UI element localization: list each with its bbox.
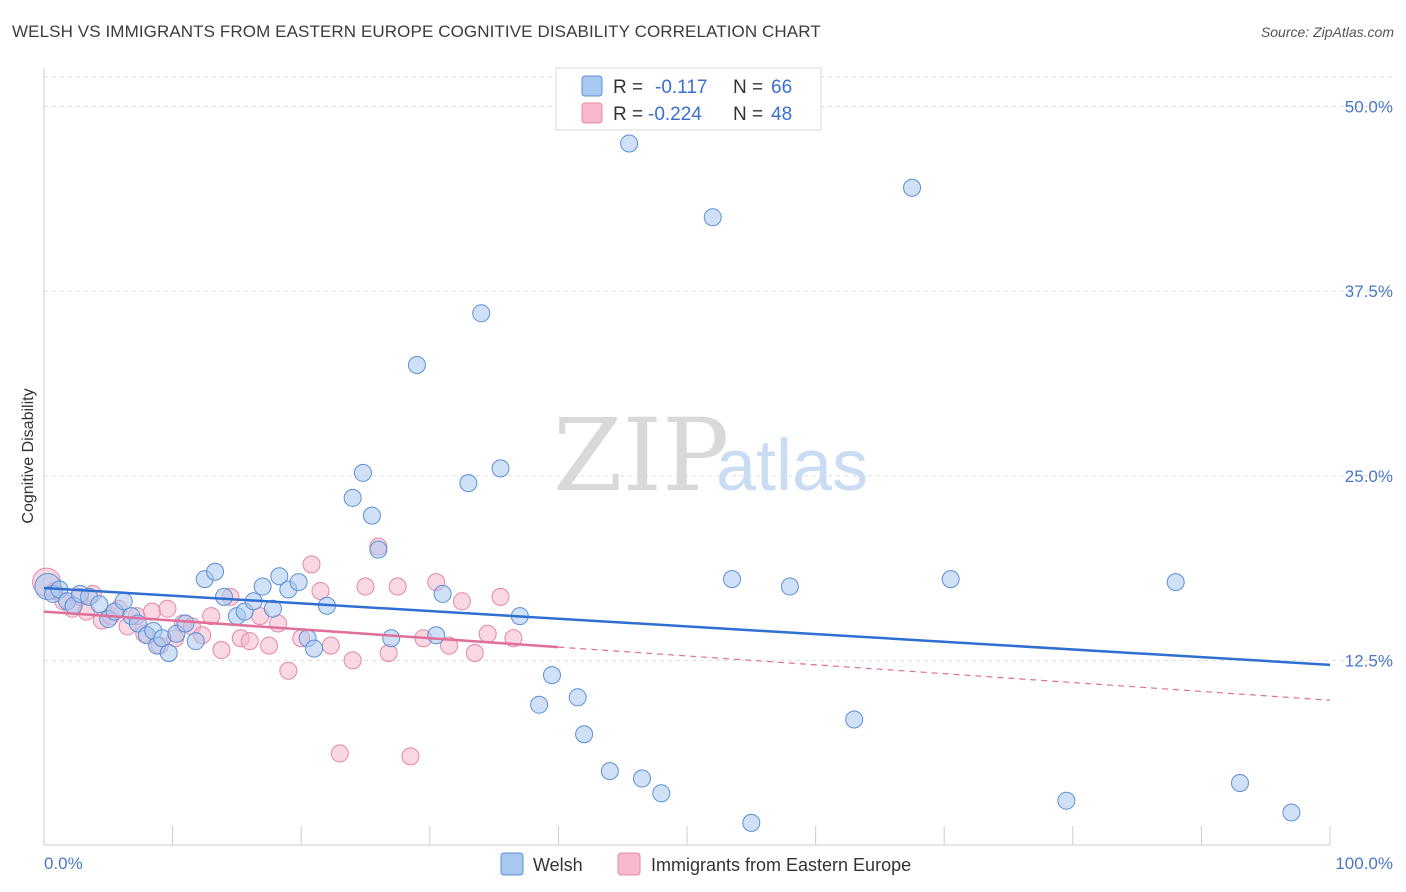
point-welsh bbox=[742, 813, 761, 832]
point-welsh bbox=[600, 762, 619, 781]
trend-line-welsh bbox=[43, 586, 1331, 667]
x-axis-ticks bbox=[172, 826, 1331, 845]
legend-n-label-immigrants: N = bbox=[733, 104, 763, 125]
point-immigrants bbox=[202, 607, 221, 626]
legend-r-value-welsh: -0.117 bbox=[655, 77, 707, 98]
point-immigrants bbox=[401, 747, 420, 766]
legend-r-value-immigrants: -0.224 bbox=[648, 104, 702, 125]
point-welsh bbox=[343, 488, 362, 507]
point-welsh bbox=[382, 629, 401, 648]
point-welsh bbox=[1282, 803, 1301, 822]
x-tick-label-max: 100.0% bbox=[1335, 854, 1393, 873]
point-immigrants bbox=[388, 577, 407, 596]
bottom-legend-label-welsh: Welsh bbox=[533, 855, 583, 875]
point-welsh bbox=[568, 688, 587, 707]
y-tick-label: 12.5% bbox=[1345, 651, 1393, 670]
point-welsh bbox=[206, 562, 225, 581]
point-immigrants bbox=[260, 636, 279, 655]
point-welsh bbox=[270, 567, 289, 586]
y-axis-label: Cognitive Disability bbox=[20, 388, 37, 523]
point-immigrants bbox=[478, 624, 497, 643]
legend-n-label-welsh: N = bbox=[733, 77, 763, 98]
point-welsh bbox=[407, 356, 426, 374]
point-welsh bbox=[575, 725, 594, 744]
series-welsh-points bbox=[34, 134, 1301, 832]
point-welsh bbox=[263, 599, 282, 618]
point-welsh bbox=[472, 304, 491, 323]
grid-lines bbox=[44, 76, 1393, 661]
legend-swatch-immigrants bbox=[581, 102, 603, 124]
legend-n-value-immigrants: 48 bbox=[771, 104, 792, 125]
point-immigrants bbox=[158, 599, 177, 618]
point-welsh bbox=[620, 134, 639, 153]
point-welsh bbox=[215, 587, 234, 606]
point-immigrants bbox=[343, 651, 362, 670]
point-welsh bbox=[159, 644, 178, 662]
watermark-zip: ZIP bbox=[553, 397, 729, 514]
point-welsh bbox=[427, 626, 446, 645]
legend-r-label-immigrants: R = bbox=[613, 104, 643, 125]
point-immigrants bbox=[356, 577, 375, 596]
y-tick-label: 50.0% bbox=[1345, 98, 1393, 117]
point-welsh bbox=[703, 208, 722, 227]
trend-line-immigrants bbox=[43, 610, 559, 649]
point-welsh bbox=[1230, 773, 1249, 792]
point-welsh bbox=[362, 506, 381, 525]
point-welsh bbox=[176, 614, 195, 633]
point-immigrants bbox=[440, 636, 459, 655]
point-welsh bbox=[1057, 791, 1076, 810]
point-immigrants bbox=[321, 636, 340, 655]
point-immigrants bbox=[279, 661, 298, 680]
point-welsh bbox=[459, 474, 478, 493]
y-tick-labels: 12.5% 25.0% 37.5% 50.0% bbox=[1345, 98, 1393, 671]
point-immigrants bbox=[491, 587, 510, 606]
bottom-legend-swatch-immigrants bbox=[617, 852, 641, 876]
bottom-legend-swatch-welsh bbox=[500, 852, 524, 876]
y-tick-label: 37.5% bbox=[1345, 282, 1393, 301]
point-welsh bbox=[903, 178, 922, 197]
point-welsh bbox=[845, 710, 864, 729]
point-welsh bbox=[491, 459, 510, 478]
point-welsh bbox=[305, 639, 324, 658]
point-welsh bbox=[530, 695, 549, 714]
point-welsh bbox=[723, 570, 742, 589]
chart-title: WELSH VS IMMIGRANTS FROM EASTERN EUROPE … bbox=[12, 22, 821, 41]
point-welsh bbox=[90, 595, 109, 614]
legend-box: R = -0.117 N = 66 R = -0.224 N = 48 bbox=[555, 67, 822, 131]
point-welsh bbox=[542, 666, 561, 685]
point-welsh bbox=[186, 632, 205, 651]
trend-line-immigrants-extension bbox=[558, 646, 1331, 701]
point-immigrants bbox=[379, 644, 398, 662]
point-welsh bbox=[253, 577, 272, 596]
bottom-legend: Welsh Immigrants from Eastern Europe bbox=[500, 852, 911, 876]
point-welsh bbox=[652, 784, 671, 803]
point-immigrants bbox=[452, 592, 471, 611]
point-welsh bbox=[780, 577, 799, 596]
point-welsh bbox=[369, 540, 388, 559]
point-welsh bbox=[433, 584, 452, 603]
y-tick-label: 25.0% bbox=[1345, 467, 1393, 486]
point-welsh bbox=[1166, 573, 1185, 592]
point-immigrants bbox=[302, 555, 321, 574]
legend-r-label-welsh: R = bbox=[613, 77, 643, 98]
bottom-legend-label-immigrants: Immigrants from Eastern Europe bbox=[651, 855, 911, 875]
point-immigrants bbox=[240, 632, 259, 651]
x-tick-label-min: 0.0% bbox=[44, 854, 83, 873]
point-welsh bbox=[289, 573, 308, 592]
trend-lines bbox=[43, 586, 1331, 701]
point-welsh bbox=[632, 769, 651, 788]
point-immigrants bbox=[212, 641, 231, 660]
watermark-atlas: atlas bbox=[716, 426, 868, 506]
point-welsh bbox=[941, 570, 960, 589]
legend-n-value-welsh: 66 bbox=[771, 77, 792, 98]
chart-source: Source: ZipAtlas.com bbox=[1260, 24, 1394, 40]
point-immigrants bbox=[465, 644, 484, 662]
point-welsh bbox=[353, 463, 372, 482]
point-immigrants bbox=[330, 744, 349, 763]
legend-swatch-welsh bbox=[581, 75, 603, 97]
